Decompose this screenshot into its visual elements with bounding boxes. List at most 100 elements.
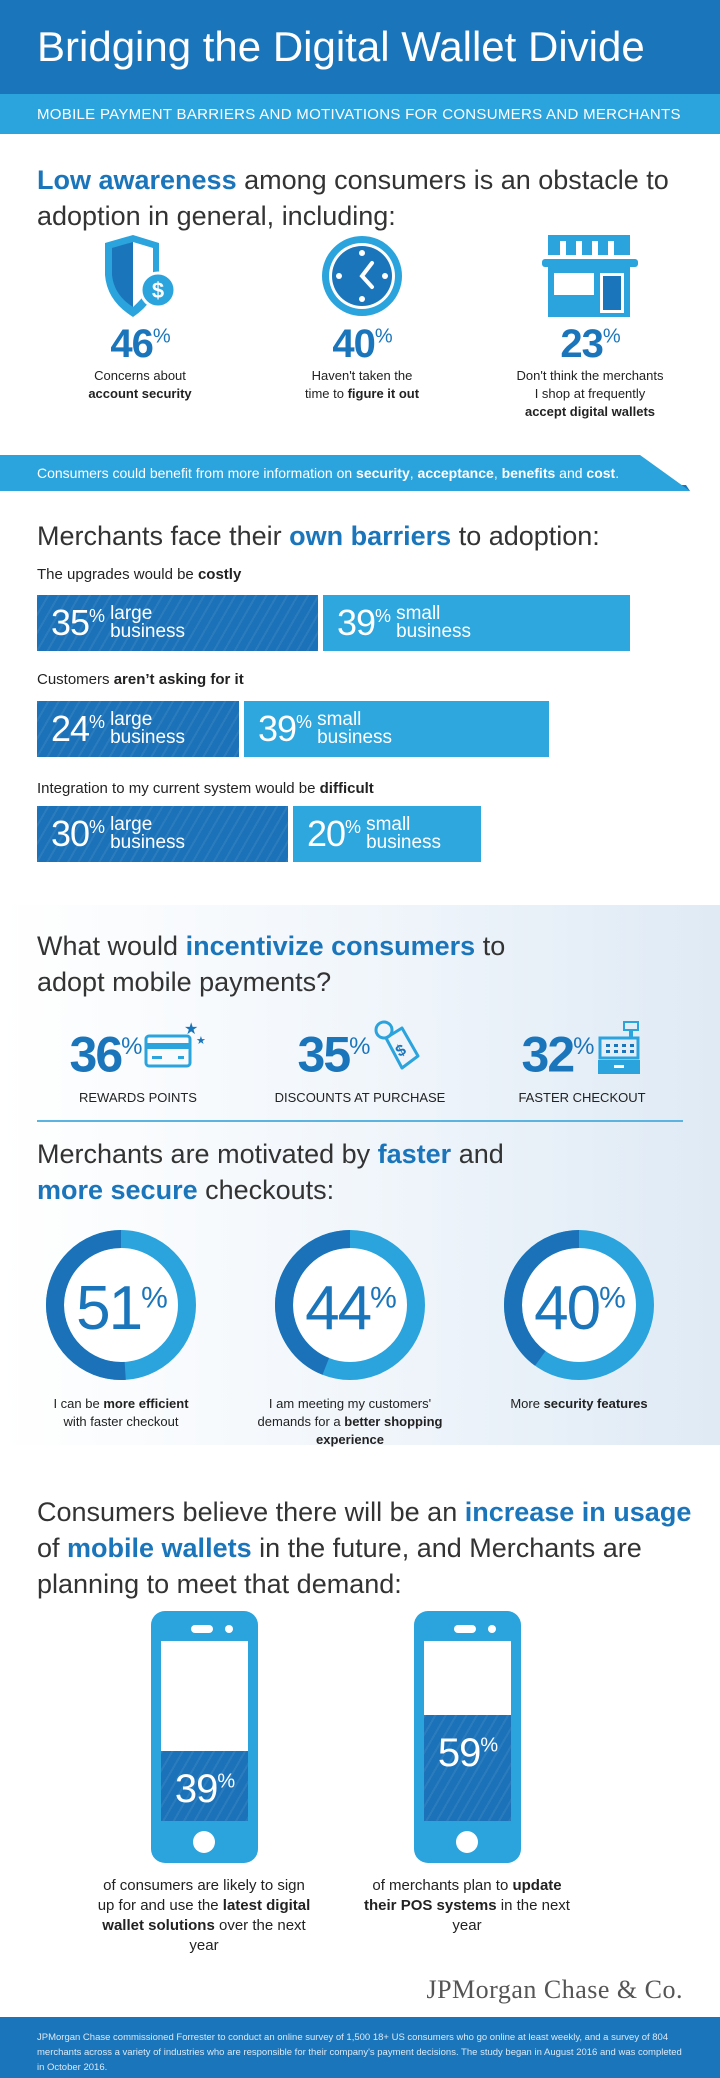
incentive-label: REWARDS POINTS bbox=[79, 1089, 197, 1105]
heading-text: Merchants face their bbox=[37, 521, 290, 551]
heading-text: in the future, and Merchants are plannin… bbox=[37, 1533, 642, 1599]
banner-text: , bbox=[409, 465, 418, 481]
stat-label: I shop at frequently bbox=[534, 386, 646, 401]
heading-highlight: faster bbox=[377, 1139, 452, 1169]
donut-number: 51 bbox=[76, 1274, 143, 1343]
donut-chart bbox=[275, 1230, 425, 1380]
stat-accept-wallets: 23% Don't think the merchants I shop at f… bbox=[490, 235, 690, 421]
bar-value: 20% bbox=[307, 813, 361, 855]
caption-bold: update their POS systems bbox=[364, 1877, 562, 1914]
caption-text: of merchants plan to bbox=[372, 1877, 513, 1894]
stat-value: 23 bbox=[560, 322, 603, 366]
banner-bold: cost bbox=[586, 465, 616, 481]
bar-unit: % bbox=[89, 606, 105, 626]
bar-small-business: 39% small business bbox=[244, 701, 549, 757]
heading-text: among consumers is an obstacle to adopti… bbox=[37, 165, 669, 231]
bar-number: 30 bbox=[51, 813, 90, 854]
donut-caption: More security features bbox=[474, 1395, 684, 1413]
bar-number: 20 bbox=[307, 813, 346, 854]
phone-caption: of merchants plan to update their POS sy… bbox=[357, 1876, 577, 1936]
svg-text:★: ★ bbox=[196, 1035, 206, 1047]
heading-text: checkouts: bbox=[197, 1175, 335, 1205]
phone-home-button bbox=[456, 1831, 478, 1853]
bar-label: large business bbox=[110, 815, 186, 853]
donut-caption: I can be more efficient with faster check… bbox=[16, 1395, 226, 1431]
stat-figure-it-out: 40% Haven't taken the time to figure it o… bbox=[262, 235, 462, 403]
bar-unit: % bbox=[89, 817, 105, 837]
banner-text: . bbox=[615, 465, 620, 481]
credit-card-stars-icon: ★★ bbox=[144, 1021, 206, 1068]
donut-number: 40 bbox=[534, 1274, 601, 1343]
future-heading: Consumers believe there will be an incre… bbox=[37, 1494, 697, 1602]
caption-bold: latest digital wallet solutions bbox=[102, 1897, 311, 1934]
bar-label-line: business bbox=[396, 621, 472, 642]
stat-unit: % bbox=[602, 325, 621, 348]
stat-label-bold: account security bbox=[88, 386, 192, 401]
bar-label-line: large bbox=[110, 709, 153, 730]
question-text: Customers bbox=[37, 671, 114, 688]
bar-unit: % bbox=[375, 606, 391, 626]
svg-text:$: $ bbox=[152, 278, 164, 303]
phone-home-button bbox=[193, 1831, 215, 1853]
question-text: Integration to my current system would b… bbox=[37, 780, 320, 797]
stat-value: 46 bbox=[110, 322, 153, 366]
stat-label-bold: figure it out bbox=[347, 386, 420, 401]
incentive-label: FASTER CHECKOUT bbox=[518, 1089, 646, 1105]
bar-number: 24 bbox=[51, 708, 90, 749]
incentives-heading: What would incentivize consumers to adop… bbox=[37, 928, 557, 1000]
stat-label: Haven't taken the bbox=[311, 368, 413, 383]
phone-icon: 59% bbox=[414, 1611, 521, 1863]
bar-label-line: business bbox=[110, 727, 186, 748]
bar-label: large business bbox=[110, 604, 185, 641]
question-bold: difficult bbox=[319, 780, 374, 797]
incentive-value: 35 bbox=[297, 1026, 352, 1083]
caption-bold: security features bbox=[543, 1396, 648, 1411]
heading-highlight: more secure bbox=[37, 1175, 198, 1205]
bar-label: small business bbox=[396, 604, 472, 642]
heading-highlight: increase in usage bbox=[464, 1497, 692, 1527]
incentive-label: DISCOUNTS AT PURCHASE bbox=[274, 1089, 446, 1105]
stat-label: Concerns about bbox=[94, 368, 186, 383]
bar-label-line: business bbox=[110, 832, 186, 853]
stat-label: Don't think the merchants bbox=[516, 368, 664, 383]
caption-bold: more efficient bbox=[103, 1396, 189, 1411]
bar-label-line: small bbox=[366, 814, 411, 835]
caption-bold: better shopping experience bbox=[316, 1414, 443, 1447]
phone-speaker bbox=[454, 1625, 476, 1633]
bar-unit: % bbox=[345, 817, 361, 837]
caption-text: in the next year bbox=[452, 1897, 570, 1934]
heading-text: and bbox=[451, 1139, 504, 1169]
question-bold: costly bbox=[197, 566, 242, 583]
donut-chart bbox=[504, 1230, 654, 1380]
footer-note: JPMorgan Chase commissioned Forrester to… bbox=[0, 2017, 720, 2078]
bar-unit: % bbox=[296, 712, 312, 732]
heading-text: to adopt mobile payments? bbox=[37, 931, 506, 997]
donut-number: 44 bbox=[305, 1274, 372, 1343]
bar-label-line: business bbox=[317, 727, 393, 748]
caption-text: of consumers are likely to sign up for a… bbox=[97, 1877, 305, 1914]
bar-value: 30% bbox=[51, 813, 105, 855]
bar-label-line: business bbox=[366, 832, 442, 853]
page-title: Bridging the Digital Wallet Divide bbox=[37, 23, 645, 70]
bar-value: 39% bbox=[258, 708, 312, 750]
section-divider bbox=[37, 1120, 683, 1122]
phone-unit: % bbox=[480, 1734, 498, 1757]
cash-register-icon bbox=[598, 1021, 641, 1074]
motivations-heading: Merchants are motivated by faster and mor… bbox=[37, 1136, 537, 1208]
donut-fill bbox=[504, 1230, 654, 1380]
phone-screen: 59% bbox=[424, 1641, 511, 1821]
stat-label: time to bbox=[304, 386, 348, 401]
bar-number: 39 bbox=[258, 708, 297, 749]
info-banner: Consumers could benefit from more inform… bbox=[0, 455, 690, 491]
jpmorgan-logo: JPMorgan Chase & Co. bbox=[426, 1975, 683, 2004]
phone-caption: of consumers are likely to sign up for a… bbox=[94, 1876, 314, 1956]
bar-label: small business bbox=[366, 814, 442, 853]
donut-fill bbox=[275, 1230, 425, 1380]
bar-unit: % bbox=[89, 712, 105, 732]
phone-value: 59% bbox=[424, 1731, 511, 1776]
barrier-question: The upgrades would be costly bbox=[37, 566, 241, 583]
phone-screen: 39% bbox=[161, 1641, 248, 1821]
stat-account-security: $ 46% Concerns about account security bbox=[40, 235, 240, 403]
caption-text: I am meeting my customers' demands for a bbox=[257, 1396, 432, 1429]
awareness-heading: Low awareness among consumers is an obst… bbox=[37, 162, 697, 234]
